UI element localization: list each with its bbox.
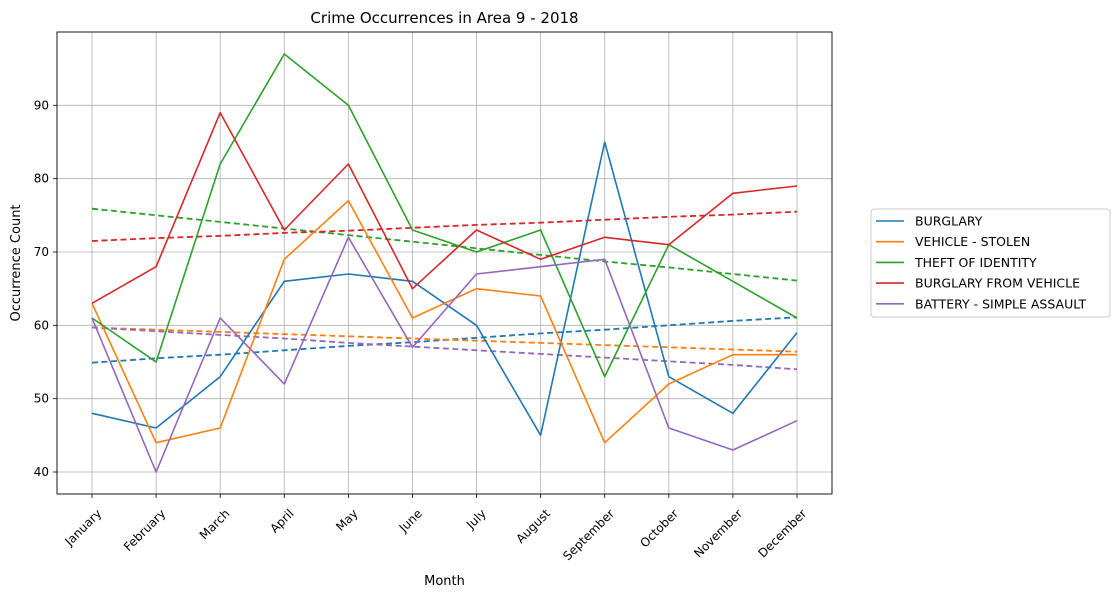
trend-line: [91, 326, 798, 353]
legend-label: VEHICLE - STOLEN: [915, 234, 1030, 249]
y-tick-label: 70: [34, 245, 49, 259]
y-tick-label: 40: [34, 465, 49, 479]
trend-line: [91, 210, 798, 242]
legend-label: BATTERY - SIMPLE ASSAULT: [915, 296, 1086, 311]
trend-line: [91, 207, 798, 282]
y-axis-label: Occurrence Count: [9, 204, 24, 321]
grid: [57, 32, 832, 494]
x-axis-label: Month: [424, 574, 465, 589]
series-line: [91, 199, 797, 444]
legend-label: THEFT OF IDENTITY: [914, 255, 1037, 270]
series-line: [91, 53, 798, 378]
y-tick-label: 80: [34, 172, 49, 186]
legend: BURGLARY VEHICLE - STOLEN THEFT OF IDENTIT…: [870, 208, 1111, 318]
trend-line: [91, 326, 798, 371]
y-tick-label: 90: [34, 98, 49, 112]
y-tick-label: 50: [34, 392, 49, 406]
plot-frame: [56, 31, 833, 495]
series-line: [91, 111, 798, 304]
chart-title: Crime Occurrences in Area 9 - 2018: [310, 9, 578, 27]
series-lines: [91, 53, 798, 473]
legend-frame: [870, 208, 1111, 318]
series-line: [91, 236, 798, 473]
trend-lines: [91, 207, 798, 371]
legend-label: BURGLARY: [915, 214, 983, 229]
y-tick-label: 60: [34, 318, 49, 332]
y-axis: 40 50 60 70 80 90: [34, 98, 57, 479]
legend-label: BURGLARY FROM VEHICLE: [915, 276, 1080, 291]
